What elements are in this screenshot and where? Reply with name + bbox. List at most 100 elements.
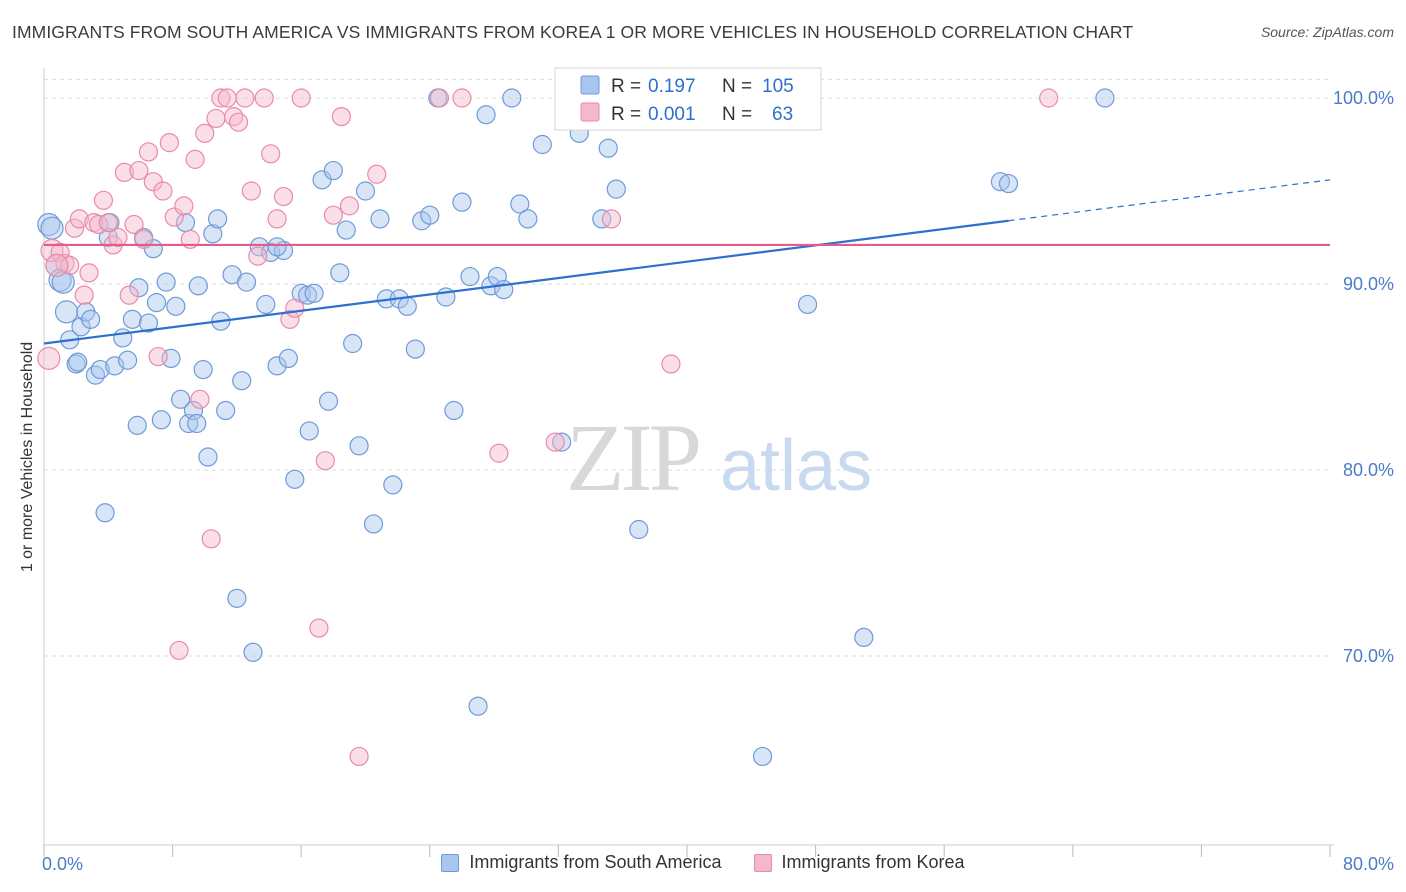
data-point-korea [206,108,226,129]
data-point-south-america [151,410,171,430]
watermark: ZIP atlas [566,404,872,511]
data-point-korea [545,432,565,452]
data-point-south-america [330,263,350,283]
data-point-korea [37,346,61,370]
data-point-korea [185,149,205,169]
y-tick-label-80: 80.0% [1343,460,1394,480]
data-point-south-america [156,272,176,292]
data-point-korea [98,213,118,233]
data-point-south-america [598,138,618,158]
data-point-korea [195,123,215,143]
legend-swatch-square [753,853,772,872]
data-point-south-america [138,313,159,333]
bottom-legend: Immigrants from South America Immigrants… [0,852,1406,873]
y-tick-label-70: 70.0% [1343,646,1394,666]
data-point-korea [169,640,189,661]
legend-item-korea[interactable]: Immigrants from Korea [753,852,965,873]
data-point-korea [261,144,281,164]
data-point-south-america [117,350,138,370]
legend-swatch-korea [580,102,600,122]
data-point-korea [235,88,255,108]
legend-swatch-square [441,853,460,872]
data-point-south-america [243,642,263,662]
data-point-south-america [193,359,213,380]
legend-box: R = 0.197 N = 105 R = 0.001 N = 63 [554,67,822,131]
axes [43,68,1334,857]
data-point-korea [74,285,94,305]
data-point-korea [93,190,114,210]
legend-n-label-korea: N = [722,104,752,125]
data-point-south-america [532,134,552,155]
data-point-korea [248,246,268,266]
data-point-south-america [343,333,363,354]
data-point-south-america [420,205,440,225]
data-point-korea [254,88,274,108]
data-point-south-america [278,348,298,368]
legend-n-value-korea: 63 [772,104,793,125]
data-point-south-america [188,276,208,296]
legend-label-south-america: Immigrants from South America [469,852,722,872]
data-point-south-america [146,293,167,313]
data-point-south-america [468,696,488,716]
legend-swatch-south-america [580,75,600,95]
y-tick-labels: 70.0% 80.0% 90.0% 100.0% [1333,88,1394,666]
data-point-south-america [854,627,874,648]
chart-title: IMMIGRANTS FROM SOUTH AMERICA VS IMMIGRA… [12,22,1134,42]
data-point-korea [174,196,194,216]
data-point-korea [429,88,450,108]
data-point-south-america [797,294,818,315]
data-point-south-america [166,296,186,316]
data-point-korea [217,88,237,108]
data-point-korea [339,196,360,216]
data-point-south-america [198,447,218,467]
data-point-korea [228,112,249,132]
data-point-korea [241,181,261,201]
data-point-south-america [122,309,143,329]
data-point-korea [661,354,681,374]
data-point-south-america [518,209,538,229]
data-point-korea [285,298,305,318]
data-point-south-america [476,105,496,125]
data-point-korea [267,209,287,229]
legend-label-korea: Immigrants from Korea [781,852,965,872]
data-point-korea [64,218,85,238]
data-point-south-america [232,371,252,391]
data-point-south-america [397,296,417,316]
data-point-korea [153,181,173,201]
data-point-south-america [40,216,64,240]
data-point-south-america [1095,88,1115,108]
data-point-south-america [502,88,522,108]
data-point-south-america [236,272,257,292]
gridlines [44,78,1330,657]
data-point-south-america [318,391,339,411]
data-point-korea [452,88,472,108]
data-point-south-america [304,283,324,303]
data-point-korea [291,88,311,108]
data-point-korea [119,285,139,305]
trend-line-south-america [43,219,1009,345]
data-point-south-america [71,317,91,337]
data-point-south-america [129,278,149,298]
y-tick-label-100: 100.0% [1333,88,1394,108]
legend-r-value-korea: 0.001 [648,104,696,125]
data-point-south-america [444,400,464,421]
data-point-south-america [54,300,79,324]
data-point-korea [148,346,168,367]
data-point-south-america [187,413,207,434]
data-point-south-america [355,181,376,201]
y-tick-label-90: 90.0% [1343,274,1394,294]
data-point-korea [273,186,294,207]
watermark-zip: ZIP [566,404,699,511]
data-point-south-america [349,436,369,456]
data-point-south-america [552,432,572,452]
data-point-korea [159,133,179,153]
legend-item-south-america[interactable]: Immigrants from South America [441,852,722,873]
data-point-korea [89,214,109,235]
legend-n-label-south-america: N = [722,76,752,97]
data-point-south-america [267,237,287,257]
data-point-south-america [208,209,228,229]
data-point-south-america [37,212,61,237]
data-point-south-america [256,294,276,315]
data-point-south-america [452,192,472,212]
data-point-korea [138,142,159,162]
